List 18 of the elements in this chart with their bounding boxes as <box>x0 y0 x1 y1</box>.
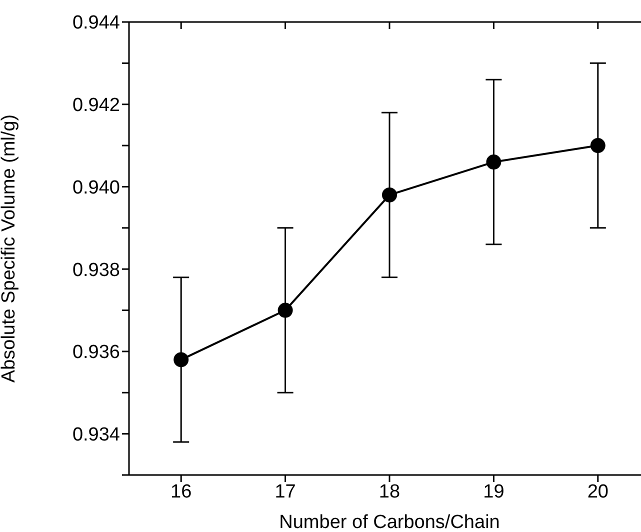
point <box>174 352 189 368</box>
point <box>590 138 606 154</box>
x-axis-title: Number of Carbons/Chain <box>279 512 500 532</box>
x-tick-label: 18 <box>378 481 400 502</box>
x-tick-label: 19 <box>483 481 504 502</box>
x-tick-label: 17 <box>274 481 296 502</box>
y-tick-label: 0.936 <box>72 342 120 364</box>
y-tick-label: 0.942 <box>72 95 120 116</box>
point <box>278 302 293 318</box>
y-axis-title: Absolute Specific Volume (ml/g) <box>0 114 20 383</box>
y-tick-label: 0.940 <box>72 177 120 198</box>
x-tick-label: 20 <box>587 481 608 502</box>
point <box>382 187 397 202</box>
y-tick-label: 0.938 <box>72 260 120 281</box>
x-tick-label: 16 <box>170 481 192 502</box>
y-tick-label: 0.944 <box>72 12 120 34</box>
y-tick-label: 0.934 <box>72 424 120 446</box>
point <box>486 154 502 170</box>
